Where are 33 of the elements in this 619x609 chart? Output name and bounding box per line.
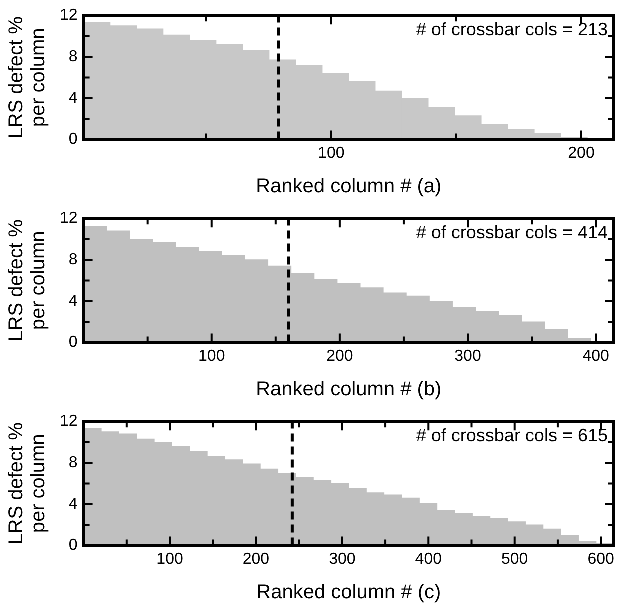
y-tick-label: 0 xyxy=(68,537,78,554)
x-tick-label: 500 xyxy=(502,550,528,568)
annotation: # of crossbar cols = 615 xyxy=(416,426,608,446)
annotation: # of crossbar cols = 414 xyxy=(416,222,608,243)
x-tick-label: 600 xyxy=(588,550,615,568)
x-tick-label: 300 xyxy=(454,348,482,365)
y-tick-label: 4 xyxy=(68,90,78,107)
annotation: # of crossbar cols = 213 xyxy=(416,20,608,40)
y-tick-label: 12 xyxy=(60,210,78,228)
y-tick-label: 12 xyxy=(60,413,78,430)
x-tick-label: 100 xyxy=(156,550,184,568)
x-tick-label: 200 xyxy=(568,144,595,162)
y-tick-label: 8 xyxy=(68,48,78,66)
y-axis-title: LRS defect % per column xyxy=(6,16,50,139)
y-axis-title: LRS defect % per column xyxy=(6,219,50,342)
x-axis-title: Ranked column # (b) xyxy=(256,378,442,401)
x-axis-title: Ranked column # (c) xyxy=(256,582,442,604)
x-tick-label: 400 xyxy=(415,550,442,568)
x-tick-label: 100 xyxy=(318,144,345,162)
y-tick-label: 8 xyxy=(68,251,78,268)
y-tick-label: 4 xyxy=(68,496,78,513)
x-tick-label: 100 xyxy=(198,348,226,365)
x-tick-label: 200 xyxy=(242,550,270,568)
y-tick-label: 4 xyxy=(68,292,78,310)
x-tick-label: 400 xyxy=(582,348,610,365)
x-tick-label: 300 xyxy=(329,550,356,568)
x-tick-label: 200 xyxy=(326,348,354,365)
x-axis-title: Ranked column # (a) xyxy=(256,176,442,198)
y-tick-label: 12 xyxy=(60,7,78,24)
y-axis-title: LRS defect % per column xyxy=(6,422,50,545)
y-tick-label: 0 xyxy=(68,334,78,352)
y-tick-label: 8 xyxy=(68,454,78,472)
y-tick-label: 0 xyxy=(68,131,78,148)
